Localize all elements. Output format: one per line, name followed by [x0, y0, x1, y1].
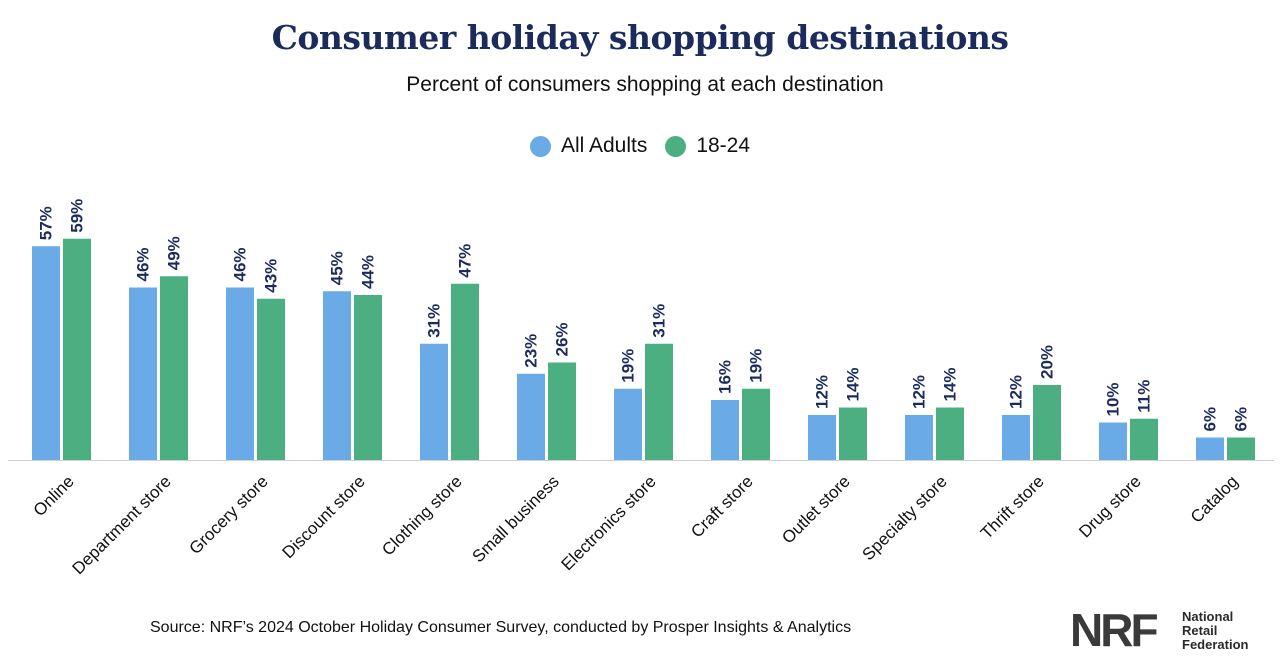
x-tick-label: Clothing store: [378, 472, 466, 560]
bar-all-adults: [808, 415, 836, 460]
data-label-18-24: 11%: [1135, 380, 1154, 413]
logo-text: National Retail Federation: [1182, 610, 1272, 652]
legend-swatch-all-adults: [529, 135, 551, 157]
data-label-all-adults: 19%: [619, 349, 638, 383]
x-tick-label: Discount store: [279, 472, 369, 562]
data-label-18-24: 44%: [359, 255, 378, 289]
logo-mark: NRF: [1070, 604, 1159, 656]
bar-18-24: [742, 388, 770, 460]
data-label-all-adults: 57%: [37, 206, 56, 240]
bar-all-adults: [1002, 415, 1030, 460]
data-label-18-24: 49%: [165, 236, 184, 270]
data-label-all-adults: 12%: [813, 375, 832, 409]
bar-18-24: [839, 407, 867, 460]
data-label-18-24: 14%: [941, 367, 960, 401]
bar-18-24: [63, 238, 91, 460]
bar-all-adults: [32, 246, 60, 460]
logo-line-1: National: [1182, 609, 1234, 624]
legend: All Adults 18-24: [0, 134, 1280, 158]
x-tick-label: Specialty store: [859, 472, 951, 564]
source-note: Source: NRF’s 2024 October Holiday Consu…: [150, 619, 852, 636]
x-tick-label: Thrift store: [977, 472, 1048, 543]
bar-18-24: [160, 276, 188, 460]
bar-18-24: [257, 298, 285, 460]
x-tick-label: Electronics store: [558, 472, 660, 574]
chart-title: Consumer holiday shopping destinations: [271, 18, 1009, 57]
bar-chart: 57% 59% Online 46% 49% Department store 46% 43%…: [8, 199, 1274, 578]
data-label-18-24: 6%: [1232, 407, 1251, 432]
data-label-18-24: 26%: [553, 322, 572, 356]
data-label-all-adults: 6%: [1201, 407, 1220, 432]
data-label-18-24: 47%: [456, 244, 475, 278]
bar-18-24: [354, 295, 382, 460]
x-tick-label: Outlet store: [778, 472, 854, 548]
data-label-all-adults: 31%: [425, 304, 444, 338]
bar-18-24: [645, 343, 673, 460]
data-label-18-24: 31%: [650, 304, 669, 338]
bar-all-adults: [1196, 437, 1224, 460]
data-label-all-adults: 23%: [522, 334, 541, 368]
x-tick-label: Department store: [69, 472, 175, 578]
bar-all-adults: [129, 287, 157, 460]
bar-18-24: [1033, 385, 1061, 460]
bar-all-adults: [711, 400, 739, 460]
legend-item-18-24: 18-24: [665, 134, 750, 158]
data-label-all-adults: 12%: [910, 375, 929, 409]
bar-all-adults: [420, 343, 448, 460]
bar-all-adults: [226, 287, 254, 460]
bar-all-adults: [1099, 422, 1127, 460]
data-label-all-adults: 10%: [1104, 382, 1123, 416]
bar-18-24: [548, 362, 576, 460]
data-label-all-adults: 45%: [328, 251, 347, 285]
x-tick-label: Grocery store: [186, 472, 272, 558]
bar-all-adults: [323, 291, 351, 460]
data-label-18-24: 14%: [844, 367, 863, 401]
bar-all-adults: [905, 415, 933, 460]
data-label-18-24: 20%: [1038, 345, 1057, 379]
x-tick-label: Online: [30, 472, 78, 520]
legend-label-18-24: 18-24: [696, 134, 751, 157]
nrf-logo: NRF National Retail Federation: [1070, 604, 1272, 656]
data-label-18-24: 43%: [262, 259, 281, 293]
x-tick-label: Drug store: [1075, 472, 1145, 542]
logo-line-2: Retail: [1182, 623, 1218, 638]
bar-18-24: [451, 283, 479, 460]
bar-all-adults: [517, 373, 545, 460]
data-label-18-24: 59%: [68, 199, 87, 233]
data-label-18-24: 19%: [747, 349, 766, 383]
chart-subtitle: Percent of consumers shopping at each de…: [406, 73, 884, 96]
bar-18-24: [936, 407, 964, 460]
x-tick-label: Catalog: [1187, 472, 1242, 527]
bar-18-24: [1227, 437, 1255, 460]
legend-swatch-18-24: [665, 135, 687, 157]
legend-item-all-adults: All Adults: [529, 134, 648, 158]
legend-label-all-adults: All Adults: [560, 134, 648, 157]
data-label-all-adults: 12%: [1007, 375, 1026, 409]
logo-line-3: Federation: [1182, 637, 1249, 652]
x-tick-label: Small business: [469, 472, 563, 566]
data-label-all-adults: 46%: [231, 247, 250, 281]
data-label-all-adults: 16%: [716, 360, 735, 394]
bar-18-24: [1130, 418, 1158, 460]
x-tick-label: Craft store: [687, 472, 757, 542]
data-label-all-adults: 46%: [134, 247, 153, 281]
bar-all-adults: [614, 388, 642, 460]
